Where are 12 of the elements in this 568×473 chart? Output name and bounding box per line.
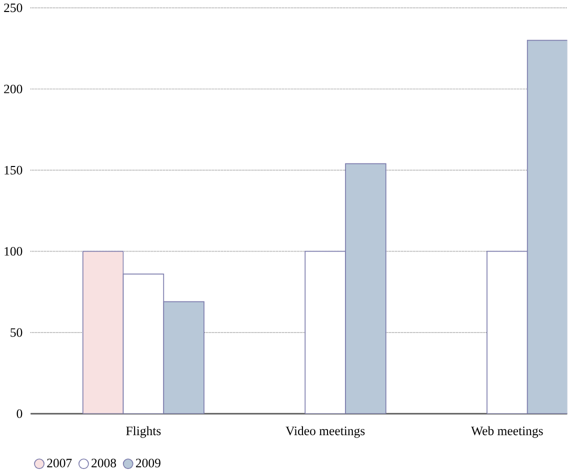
x-tick-label: Video meetings: [286, 426, 365, 438]
y-tick-label: 50: [10, 328, 22, 337]
y-tick-label: 0: [16, 409, 22, 418]
x-tick-label: Web meetings: [471, 426, 543, 438]
y-tick-label: 250: [4, 4, 22, 12]
y-tick-label: 100: [4, 247, 22, 256]
x-tick-label: Flights: [126, 426, 161, 438]
y-tick-label: 200: [4, 84, 22, 94]
legend-label: 2007: [47, 458, 72, 468]
legend-label: 2008: [92, 458, 116, 468]
y-tick-label: 150: [4, 166, 22, 174]
legend-label: 2009: [136, 458, 160, 468]
